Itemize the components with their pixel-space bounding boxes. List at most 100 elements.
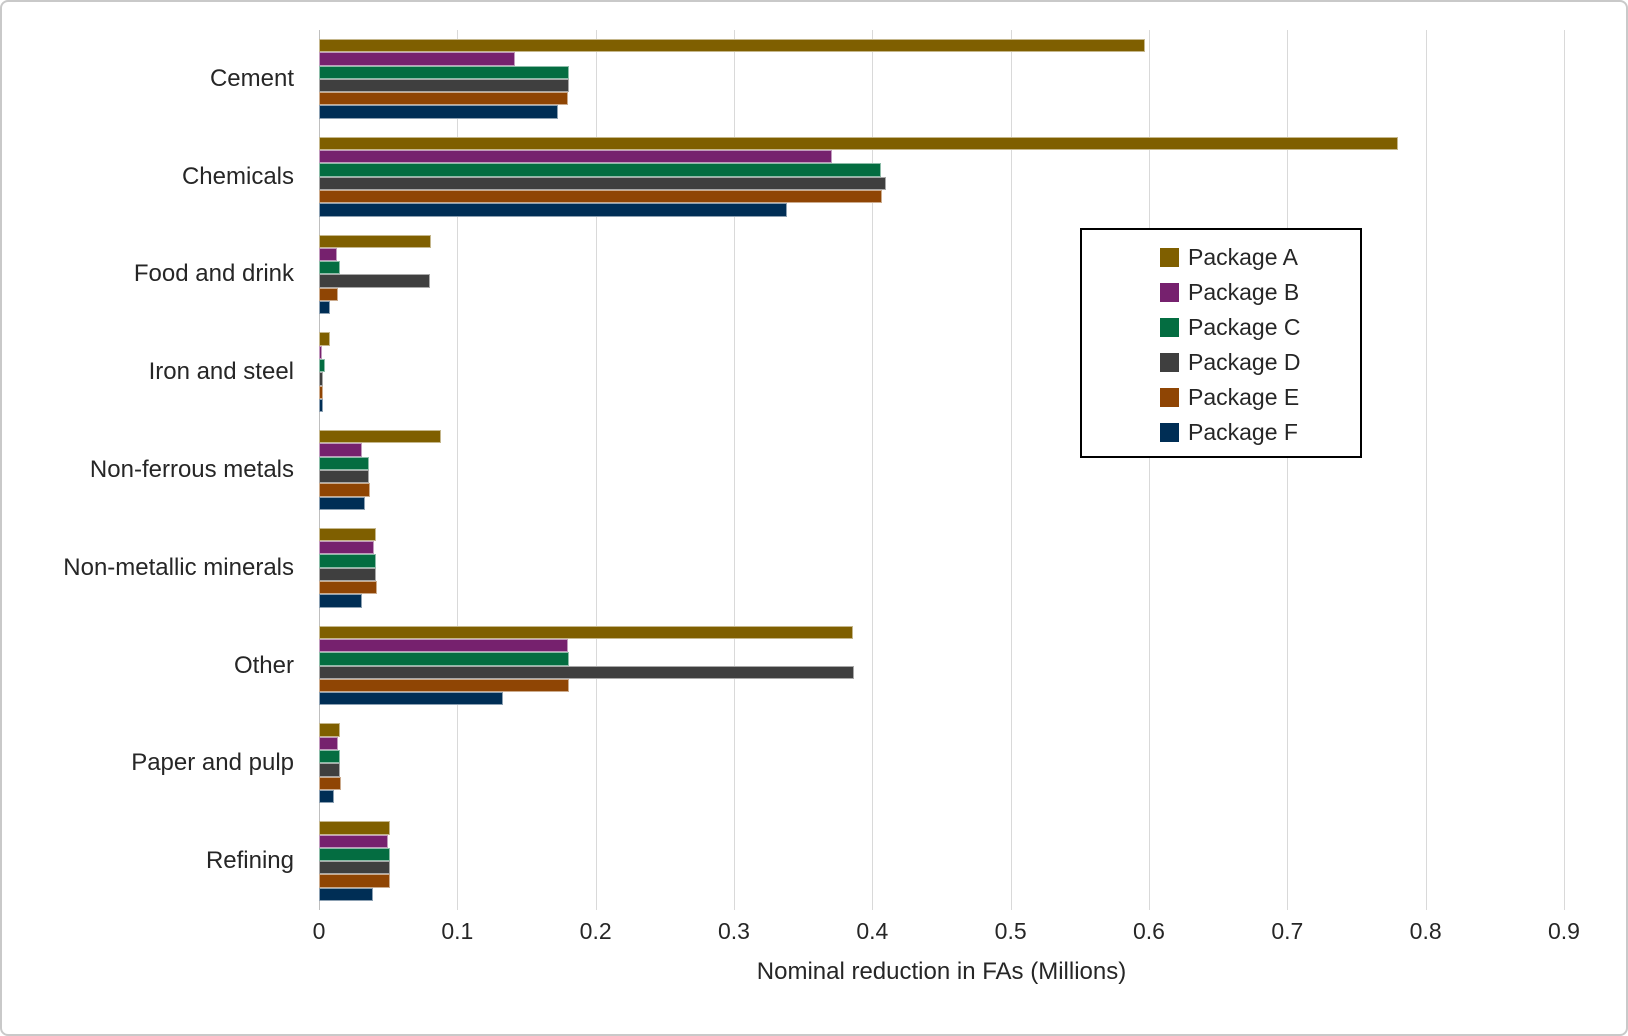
- bar: [319, 483, 371, 497]
- bar: [319, 301, 331, 315]
- bar: [319, 665, 855, 679]
- legend-swatch-icon: [1160, 388, 1179, 407]
- bar: [319, 345, 322, 359]
- bar: [319, 567, 376, 582]
- bar: [319, 834, 389, 848]
- legend-item: Package A: [1082, 240, 1360, 275]
- category-label: Refining: [205, 847, 294, 875]
- category-label: Non-metallic minerals: [63, 553, 294, 581]
- legend-swatch-icon: [1160, 318, 1179, 337]
- bar: [319, 358, 325, 373]
- category-label: Cement: [209, 64, 294, 92]
- bar: [319, 430, 441, 444]
- bar: [319, 203, 787, 217]
- gridline: [1010, 30, 1012, 910]
- legend-label: Package A: [1188, 244, 1298, 270]
- legend-swatch-icon: [1160, 283, 1179, 302]
- bar: [319, 763, 340, 777]
- bar: [319, 581, 378, 595]
- bar: [319, 625, 853, 639]
- gridline: [1564, 30, 1565, 910]
- bar: [319, 723, 340, 737]
- bar: [319, 385, 324, 399]
- bar: [319, 776, 342, 790]
- bar: [319, 496, 365, 510]
- bar: [319, 750, 340, 764]
- gridline: [1425, 30, 1427, 910]
- x-tick-label: 0.8: [1409, 918, 1442, 944]
- category-label: Food and drink: [133, 260, 294, 288]
- legend: Package A Package B Package C Package D Pack…: [1080, 228, 1362, 458]
- bar: [319, 541, 375, 555]
- bar: [319, 274, 430, 288]
- category-label: Chemicals: [181, 162, 294, 190]
- bar: [319, 861, 390, 875]
- bar: [319, 638, 568, 653]
- bar: [319, 136, 1398, 151]
- x-tick-label: 0.5: [994, 918, 1027, 944]
- bar: [319, 332, 331, 346]
- x-tick-label: 0.1: [441, 918, 474, 944]
- bar: [319, 398, 324, 413]
- x-tick-label: 0.9: [1548, 918, 1580, 944]
- category-label: Iron and steel: [148, 358, 294, 386]
- gridline: [595, 30, 597, 910]
- legend-item: Package F: [1082, 415, 1360, 450]
- x-tick-label: 0.3: [718, 918, 750, 944]
- x-axis-title: Nominal reduction in FAs (Millions): [756, 958, 1127, 985]
- bar: [319, 443, 362, 457]
- legend-swatch-icon: [1160, 353, 1179, 372]
- gridline: [1287, 30, 1289, 910]
- bar: [319, 372, 324, 386]
- bar: [319, 287, 339, 302]
- bar: [319, 52, 516, 66]
- bar: [319, 887, 373, 901]
- bar: [319, 789, 335, 804]
- bar: [319, 65, 570, 79]
- legend-label: Package C: [1188, 314, 1301, 340]
- bar: [319, 470, 369, 484]
- x-tick-label: 0: [312, 918, 326, 944]
- bar: [319, 554, 376, 568]
- bar: [319, 247, 337, 262]
- legend-swatch-icon: [1160, 248, 1179, 267]
- bar: [319, 163, 881, 177]
- legend-item: Package E: [1082, 380, 1360, 415]
- gridline: [1149, 30, 1150, 910]
- bar: [319, 736, 339, 751]
- bar: [319, 594, 362, 608]
- gridline: [872, 30, 874, 910]
- bar: [319, 176, 887, 190]
- bar: [319, 821, 390, 835]
- bar: [319, 456, 369, 470]
- bar: [319, 78, 570, 93]
- bar: [319, 234, 432, 248]
- bar: [319, 261, 340, 275]
- bar: [319, 189, 883, 204]
- bar: [319, 847, 390, 862]
- legend-label: Package B: [1188, 279, 1300, 305]
- bar: [319, 92, 568, 106]
- legend-item: Package B: [1082, 275, 1360, 310]
- gridline: [457, 30, 459, 910]
- bar: [319, 692, 503, 706]
- bar: [319, 38, 1145, 53]
- gridline: [734, 30, 735, 910]
- bar: [319, 527, 376, 542]
- bar: [319, 105, 559, 119]
- legend-label: Package E: [1188, 384, 1300, 410]
- category-label: Paper and pulp: [131, 749, 294, 777]
- category-label: Non-ferrous metals: [89, 456, 294, 483]
- legend-swatch-icon: [1160, 423, 1179, 442]
- legend-item: Package C: [1082, 310, 1360, 345]
- x-tick-label: 0.7: [1271, 918, 1304, 944]
- legend-label: Package F: [1188, 419, 1298, 445]
- x-tick-label: 0.6: [1133, 918, 1165, 944]
- bar: [319, 150, 833, 164]
- bar: [319, 652, 570, 666]
- legend-item: Package D: [1082, 345, 1360, 380]
- bar: [319, 678, 570, 693]
- x-tick-label: 0.4: [856, 918, 889, 944]
- legend-label: Package D: [1188, 349, 1301, 375]
